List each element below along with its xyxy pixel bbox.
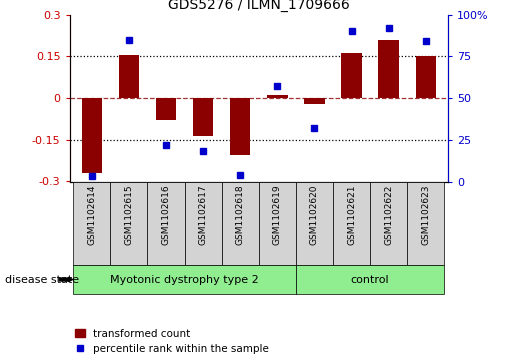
Bar xyxy=(193,98,213,135)
Text: GSM1102616: GSM1102616 xyxy=(162,185,170,245)
Bar xyxy=(304,98,324,103)
Text: control: control xyxy=(351,274,389,285)
Text: GSM1102619: GSM1102619 xyxy=(273,185,282,245)
Bar xyxy=(416,56,436,98)
Text: GSM1102618: GSM1102618 xyxy=(236,185,245,245)
Bar xyxy=(81,98,102,173)
Bar xyxy=(296,265,444,294)
Text: GSM1102614: GSM1102614 xyxy=(87,185,96,245)
Bar xyxy=(230,98,250,155)
Bar xyxy=(296,182,333,265)
Bar xyxy=(184,182,221,265)
Text: GSM1102620: GSM1102620 xyxy=(310,185,319,245)
Text: disease state: disease state xyxy=(5,274,79,285)
Bar xyxy=(259,182,296,265)
Text: GSM1102623: GSM1102623 xyxy=(421,185,431,245)
Bar xyxy=(379,40,399,98)
Text: GSM1102622: GSM1102622 xyxy=(384,185,393,245)
Text: GSM1102617: GSM1102617 xyxy=(199,185,208,245)
Bar xyxy=(156,98,176,120)
Bar xyxy=(370,182,407,265)
Bar xyxy=(110,182,147,265)
Bar xyxy=(73,265,296,294)
Bar xyxy=(73,182,110,265)
Bar xyxy=(407,182,444,265)
Bar xyxy=(267,95,287,98)
Title: GDS5276 / ILMN_1709666: GDS5276 / ILMN_1709666 xyxy=(168,0,350,12)
Bar xyxy=(333,182,370,265)
Text: Myotonic dystrophy type 2: Myotonic dystrophy type 2 xyxy=(110,274,259,285)
Legend: transformed count, percentile rank within the sample: transformed count, percentile rank withi… xyxy=(75,329,269,354)
Text: GSM1102621: GSM1102621 xyxy=(347,185,356,245)
Bar xyxy=(147,182,184,265)
Bar xyxy=(118,55,139,98)
Bar xyxy=(341,53,362,98)
Bar xyxy=(221,182,259,265)
Text: GSM1102615: GSM1102615 xyxy=(125,185,133,245)
